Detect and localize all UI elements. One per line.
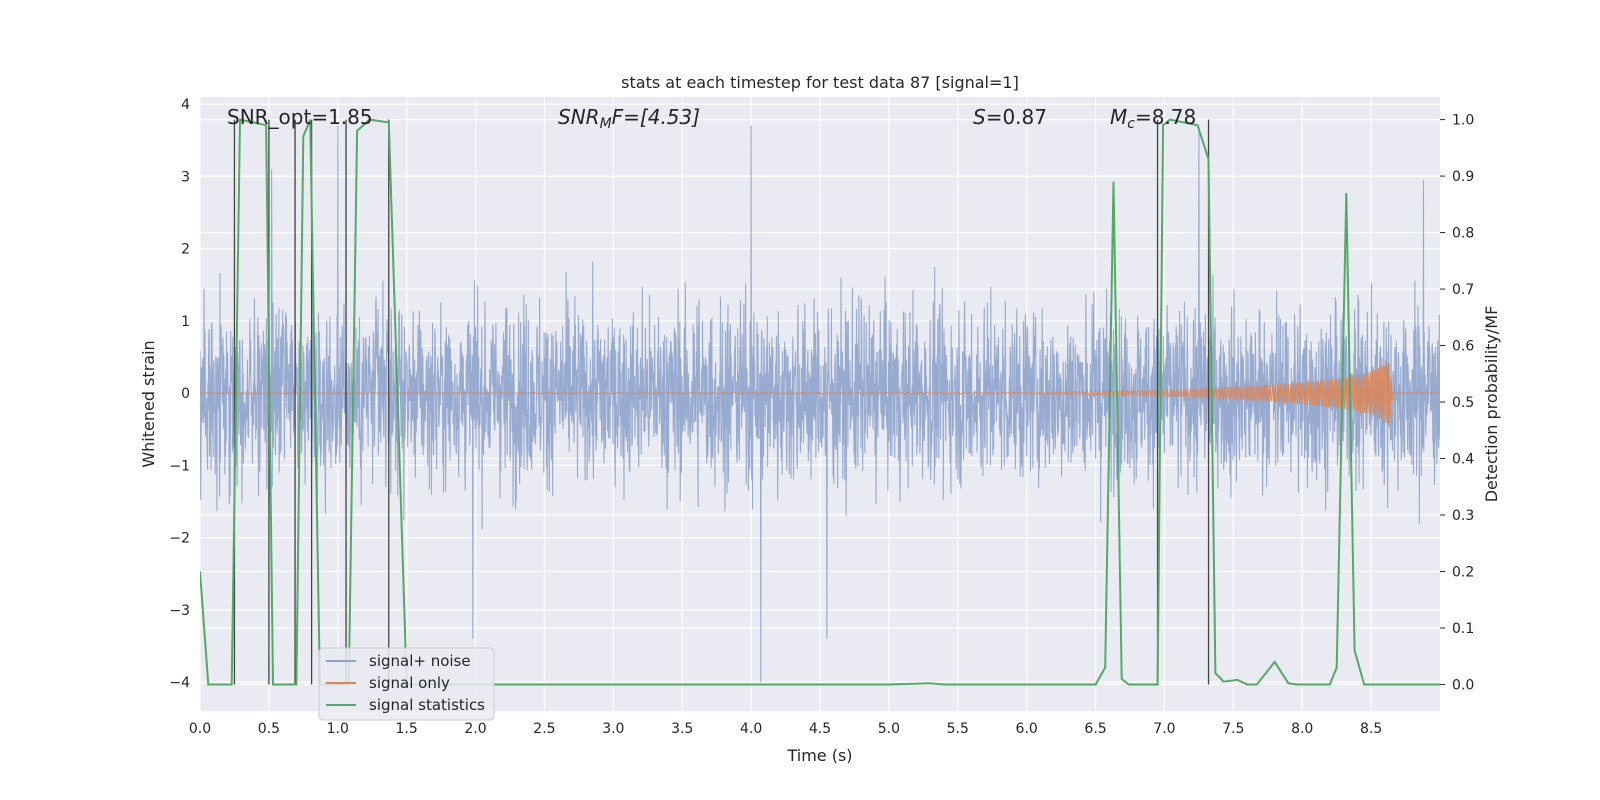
x-tick-label: 1.5 xyxy=(396,721,418,737)
y2-tick-labels: 1.0 0.9 0.8 0.7 0.6 0.5 0.4 0.3 0.2 0.1 0.0 xyxy=(1440,113,1474,693)
y-tick-label: −1 xyxy=(169,458,190,474)
chart-title: stats at each timestep for test data 87 … xyxy=(621,73,1019,92)
x-tick-label: 4.5 xyxy=(809,721,831,737)
x-tick-label: 8.5 xyxy=(1360,721,1382,737)
x-tick-label: 3.0 xyxy=(602,721,624,737)
x-tick-label: 8.0 xyxy=(1291,721,1313,737)
x-tick-label: 2.0 xyxy=(464,721,486,737)
legend-label-noise: signal+ noise xyxy=(369,652,471,670)
y-tick-labels: 4 3 2 1 0 −1 −2 −3 −4 xyxy=(169,97,190,691)
signal-noise-series xyxy=(200,125,1440,683)
y2-tick-label: 0.7 xyxy=(1452,282,1474,298)
y2-tick-label: 0.6 xyxy=(1452,339,1474,355)
y-tick-label: −4 xyxy=(169,675,190,691)
y2-tick-label: 0.9 xyxy=(1452,169,1474,185)
legend: signal+ noise signal only signal statist… xyxy=(318,647,495,721)
x-tick-label: 2.5 xyxy=(533,721,555,737)
y2-axis-label: Detection probability/MF xyxy=(1482,306,1501,503)
y-tick-label: 0 xyxy=(181,386,190,402)
y2-tick-label: 0.3 xyxy=(1452,508,1474,524)
annotation-s: S=0.87 xyxy=(973,105,1047,129)
y-tick-label: 2 xyxy=(181,242,190,258)
signal-statistics-series xyxy=(200,118,1440,686)
y-tick-label: 4 xyxy=(181,97,190,113)
x-tick-label: 7.5 xyxy=(1222,721,1244,737)
y-tick-label: 1 xyxy=(181,314,190,330)
x-tick-labels: 0.0 0.5 1.0 1.5 2.0 2.5 3.0 3.5 4.0 4.5 5.0 5.5 6.0 6… xyxy=(189,721,1382,737)
x-tick-label: 6.5 xyxy=(1084,721,1106,737)
y2-tick-label: 0.5 xyxy=(1452,395,1474,411)
x-tick-label: 4.0 xyxy=(740,721,762,737)
stats-trace xyxy=(200,118,1440,686)
x-tick-label: 5.5 xyxy=(947,721,969,737)
x-tick-label: 1.0 xyxy=(327,721,349,737)
y-tick-label: 3 xyxy=(181,169,190,185)
x-tick-label: 0.0 xyxy=(189,721,211,737)
annotation-snr-opt: SNR_opt=1.85 xyxy=(227,105,373,129)
annotation-snr-mf: SNRMF=[4.53] xyxy=(558,105,700,132)
annotation-mc: Mc=8.78 xyxy=(1110,105,1196,132)
y2-tick-label: 0.0 xyxy=(1452,677,1474,693)
x-axis-label: Time (s) xyxy=(786,746,852,765)
chirp-trace xyxy=(200,361,1440,424)
legend-label-stats: signal statistics xyxy=(369,696,485,714)
y-tick-label: −2 xyxy=(169,531,190,547)
x-tick-label: 0.5 xyxy=(258,721,280,737)
y2-tick-label: 0.2 xyxy=(1452,564,1474,580)
y2-tick-label: 1.0 xyxy=(1452,113,1474,129)
x-tick-label: 5.0 xyxy=(878,721,900,737)
signal-only-series xyxy=(200,361,1440,424)
x-tick-label: 3.5 xyxy=(671,721,693,737)
x-tick-label: 6.0 xyxy=(1016,721,1038,737)
x-tick-label: 7.0 xyxy=(1153,721,1175,737)
noise-trace xyxy=(200,125,1440,683)
y-axis-label: Whitened strain xyxy=(139,340,158,467)
y2-tick-label: 0.8 xyxy=(1452,226,1474,242)
legend-label-signal: signal only xyxy=(369,674,450,692)
y2-tick-label: 0.4 xyxy=(1452,452,1474,468)
y-tick-label: −3 xyxy=(169,603,190,619)
y2-tick-label: 0.1 xyxy=(1452,621,1474,637)
